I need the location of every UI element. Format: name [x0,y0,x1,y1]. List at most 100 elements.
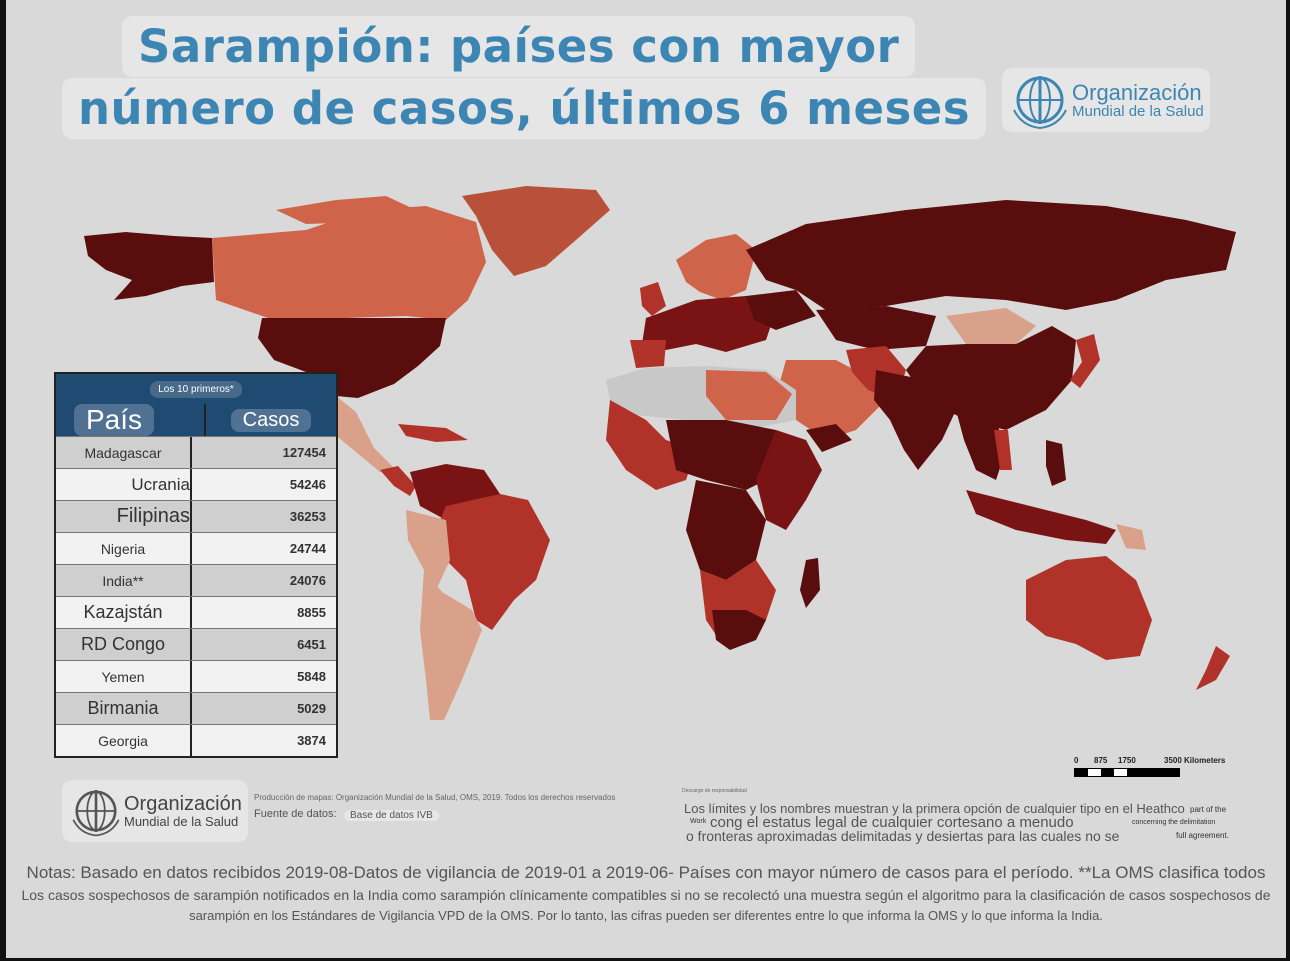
who-name-line1: Organización [124,792,242,815]
table-row: Filipinas 36253 [56,500,336,532]
cases-cell: 6451 [297,637,326,652]
country-cell: Ucrania [56,469,192,500]
region-new-zealand [1196,646,1230,690]
region-australia [1026,556,1152,660]
cases-cell: 54246 [289,477,326,492]
table-row: India** 24076 [56,564,336,596]
region-south-africa [712,610,766,650]
map-production-credit: Producción de mapas: Organización Mundia… [254,793,616,802]
region-southeast-asia [956,410,1006,480]
table-row: Kazajstán 8855 [56,596,336,628]
table-header: País Casos [56,404,336,436]
cases-cell: 24744 [289,541,326,556]
table-row: Madagascar 127454 [56,436,336,468]
scale-segments [1074,768,1180,777]
map-title-line1: Sarampión: países con mayor [122,16,916,77]
table-row: Yemen 5848 [56,660,336,692]
cases-cell: 5029 [297,701,326,716]
column-header-cases: Casos [230,408,312,432]
map-title-line2: número de casos, últimos 6 meses [62,78,987,139]
disclaimer-side3: full agreement. [1176,831,1229,840]
table-row: Ucrania 54246 [56,468,336,500]
scale-tick-3: 3500 Kilometers [1164,756,1226,765]
country-cell: RD Congo [56,629,192,660]
region-drc [686,480,766,580]
who-logo-bottom: Organización Mundial de la Salud [62,780,248,842]
region-brazil [436,494,550,630]
disclaimer-small-left: Work [690,818,707,825]
country-cell: Birmania [56,693,192,724]
scale-tick-1: 875 [1094,756,1108,765]
data-source-label: Fuente de datos: [254,808,337,820]
region-middle-east [776,360,886,440]
table-row: RD Congo 6451 [56,628,336,660]
region-vietnam [994,430,1012,470]
scale-bar: 0 875 1750 3500 Kilometers [1074,756,1234,777]
notes-line1: Notas: Basado en datos recibidos 2019-08… [26,863,1266,882]
who-emblem-icon [72,790,120,837]
country-cell: Nigeria [56,533,192,564]
region-caribbean [398,424,468,442]
region-india [874,370,956,470]
scale-tick-2: 1750 [1118,756,1136,765]
who-name-line2: Mundial de la Salud [124,813,239,829]
disclaimer-side2: concerning the delimitation [1132,819,1216,826]
scale-tick-0: 0 [1074,756,1079,765]
region-east-africa [756,430,822,530]
region-usa [258,318,446,398]
region-west-africa [606,400,696,490]
cases-cell: 127454 [282,445,326,460]
cases-cell: 8855 [297,605,326,620]
region-iberia [630,340,666,368]
disclaimer-line2: cong el estatus legal de cualquier corte… [710,814,1074,831]
region-central-america [380,466,416,496]
region-alaska [84,232,214,300]
disclaimer-title: Descargo de responsabilidad [682,788,747,794]
column-header-country: País [74,404,155,436]
disclaimer-side1: part of the [1190,805,1227,814]
map-panel: Sarampión: países con mayor número de ca… [6,0,1286,958]
region-uk [640,282,666,316]
region-mongolia [946,308,1036,344]
country-cell: Georgia [56,725,192,756]
region-argentina-chile [420,570,482,720]
region-png [1116,524,1146,550]
table-body: Madagascar 127454 Ucrania 54246 Filipinas 3… [56,436,336,756]
who-name-line1: Organización [1072,79,1202,105]
region-yemen [806,424,852,452]
who-name-line2: Mundial de la Salud [1072,102,1204,120]
country-cell: Yemen [56,661,192,692]
region-arctic-islands [276,196,416,224]
world-map [84,186,1236,720]
top-ten-table: Los 10 primeros* País Casos Madagascar 12… [54,372,338,758]
region-canada [212,206,486,320]
disclaimer-line3: o fronteras aproximadas delimitadas y de… [686,828,1120,844]
cases-cell: 3874 [297,733,326,748]
region-nigeria-chad [666,420,786,490]
region-peru-bolivia [406,510,450,590]
table-row: Nigeria 24744 [56,532,336,564]
region-egypt-libya [706,370,792,420]
region-japan [1070,334,1100,388]
country-cell: Kazajstán [56,597,192,628]
who-logo-top: Organización Mundial de la Salud [1002,68,1210,132]
country-cell: Madagascar [56,437,192,468]
table-caption-bar: Los 10 primeros* [56,374,336,404]
region-madagascar [800,558,820,608]
who-emblem-icon [1013,76,1067,130]
cases-cell: 5848 [297,669,326,684]
region-western-europe [642,296,776,352]
region-russia [746,200,1236,310]
region-greenland [462,186,610,276]
disclaimer-line1: Los límites y los nombres muestran y la … [684,801,1185,816]
notes-line2: Los casos sospechosos de sarampión notif… [21,887,1271,903]
cases-cell: 24076 [289,573,326,588]
table-row: Birmania 5029 [56,692,336,724]
region-ukraine [746,290,816,330]
table-row: Georgia 3874 [56,724,336,756]
region-scandinavia [676,234,756,300]
country-cell: India** [56,565,192,596]
table-caption: Los 10 primeros* [150,380,242,398]
region-philippines [1046,440,1066,486]
region-kazakhstan [816,306,936,350]
